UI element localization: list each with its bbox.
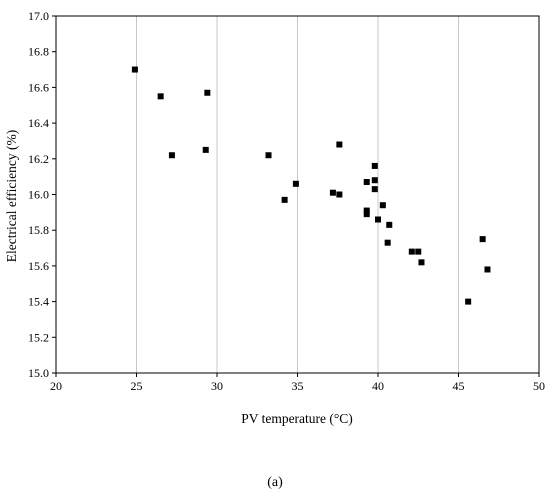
figure-caption: (a) <box>267 475 283 490</box>
x-tick-label: 40 <box>372 379 384 393</box>
x-tick-label: 30 <box>211 379 223 393</box>
data-point <box>371 162 378 169</box>
y-tick-label: 16.6 <box>28 80 49 94</box>
y-tick-label: 15.8 <box>28 223 49 237</box>
y-tick-label: 17.0 <box>28 9 49 23</box>
x-tick-label: 20 <box>50 379 62 393</box>
y-tick-label: 16.0 <box>28 188 49 202</box>
y-tick-label: 15.2 <box>28 330 49 344</box>
x-tick-label: 45 <box>453 379 465 393</box>
data-point <box>371 177 378 184</box>
y-tick-label: 15.0 <box>28 366 49 380</box>
data-point <box>363 179 370 186</box>
data-point <box>157 93 164 100</box>
grid-lines <box>136 16 459 373</box>
data-point <box>379 202 386 209</box>
data-point <box>363 211 370 218</box>
y-tick-label: 16.8 <box>28 45 49 59</box>
y-tick-label: 16.2 <box>28 152 49 166</box>
x-tick-label: 35 <box>292 379 304 393</box>
data-point <box>292 180 299 187</box>
x-tick-label: 50 <box>533 379 545 393</box>
data-point <box>329 189 336 196</box>
y-tick-label: 15.4 <box>28 295 49 309</box>
x-axis-title: PV temperature (°C) <box>241 411 353 426</box>
data-point <box>418 259 425 266</box>
data-point <box>408 248 415 255</box>
data-point <box>202 146 209 153</box>
axes: 20 25 30 35 40 45 50 15.0 15.2 15.4 15.6 15.8 16.0 16… <box>28 9 545 393</box>
data-points <box>131 66 491 305</box>
y-tick-label: 16.4 <box>28 116 49 130</box>
data-point <box>484 266 491 273</box>
data-point <box>204 89 211 96</box>
data-point <box>465 298 472 305</box>
x-tick-label: 25 <box>131 379 143 393</box>
y-axis-title: Electrical efficiency (%) <box>4 130 19 262</box>
data-point <box>371 186 378 193</box>
data-point <box>265 152 272 159</box>
data-point <box>386 221 393 228</box>
data-point <box>281 196 288 203</box>
data-point <box>375 216 381 223</box>
data-point <box>415 248 422 255</box>
data-point <box>479 236 486 243</box>
data-point <box>336 191 343 198</box>
data-point <box>168 152 175 159</box>
data-point <box>336 141 343 148</box>
y-tick-label: 15.6 <box>28 259 49 273</box>
data-point <box>131 66 138 73</box>
data-point <box>363 207 370 214</box>
data-point <box>384 239 391 246</box>
